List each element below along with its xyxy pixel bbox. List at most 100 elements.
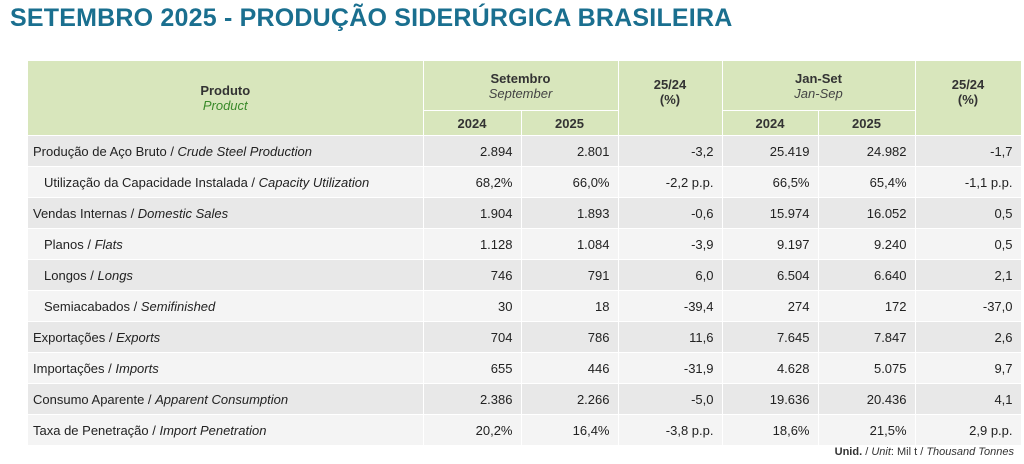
row-label-pt: Utilização da Capacidade Instalada / [44,174,259,190]
row-label-en: Import Penetration [159,422,267,438]
month-header-pt: Setembro [490,70,551,86]
ytd-2024-value: 25.419 [722,135,819,167]
ytd-variation-value: 2,6 [915,321,1022,353]
row-label-en: Imports [115,360,159,376]
month-2025-value: 66,0% [521,166,619,198]
row-label-pt: Importações / [33,360,116,376]
ytd-2025-value: 5.075 [818,352,916,384]
footnote-sep: / [862,446,872,458]
ytd-variation-label: 25/24 [951,77,985,92]
month-variation-value: -5,0 [618,383,723,415]
month-variation-value: 6,0 [618,259,723,291]
month-header-en: September [488,85,553,101]
ytd-variation-header: 25/24 (%) [915,61,1022,136]
product-header-en: Product [202,98,248,113]
row-label-pt: Exportações / [33,329,117,345]
month-2024-value: 68,2% [423,166,522,198]
footnote-tonnes: Thousand Tonnes [926,446,1014,458]
row-label: Semiacabados / Semifinished [28,290,424,322]
month-2024-value: 1.904 [423,197,522,229]
row-label-pt: Consumo Aparente / [33,391,156,407]
row-label-en: Domestic Sales [137,205,229,221]
row-label: Consumo Aparente / Apparent Consumption [28,383,424,415]
month-variation-unit: (%) [659,92,681,107]
ytd-variation-value: 0,5 [915,228,1022,260]
ytd-year-prev: 2024 [722,110,819,136]
table-row: Importações / Imports 655 446 -31,9 4.62… [28,352,1022,384]
unit-footnote: Unid. / Unit: Mil t / Thousand Tonnes [835,446,1014,458]
row-label: Vendas Internas / Domestic Sales [28,197,424,229]
month-2025-value: 1.893 [521,197,619,229]
month-2025-value: 18 [521,290,619,322]
row-label-pt: Longos / [44,267,98,283]
month-year-prev: 2024 [423,110,522,136]
ytd-2025-value: 16.052 [818,197,916,229]
ytd-variation-value: 2,9 p.p. [915,414,1022,445]
month-2024-value: 704 [423,321,522,353]
ytd-2025-value: 24.982 [818,135,916,167]
row-label-en: Exports [116,329,161,345]
month-variation-value: -3,8 p.p. [618,414,723,445]
row-label-en: Longs [97,267,133,283]
month-year-curr: 2025 [521,110,619,136]
row-label-en: Capacity Utilization [258,174,370,190]
month-variation-value: -3,2 [618,135,723,167]
ytd-header-pt: Jan-Set [795,70,842,86]
ytd-2025-value: 7.847 [818,321,916,353]
steel-production-table: Produto Product Setembro September 25/24… [28,61,1022,445]
month-2024-value: 20,2% [423,414,522,445]
month-2024-value: 30 [423,290,522,322]
table-row: Exportações / Exports 704 786 11,6 7.645… [28,321,1022,353]
ytd-variation-value: 4,1 [915,383,1022,415]
table-row: Planos / Flats 1.128 1.084 -3,9 9.197 9.… [28,228,1022,260]
row-label-pt: Produção de Aço Bruto / [33,143,178,159]
row-label-en: Apparent Consumption [155,391,289,407]
month-variation-value: 11,6 [618,321,723,353]
ytd-variation-value: 0,5 [915,197,1022,229]
row-label-pt: Vendas Internas / [33,205,138,221]
ytd-2024-value: 274 [722,290,819,322]
row-label: Exportações / Exports [28,321,424,353]
month-variation-header: 25/24 (%) [618,61,723,136]
month-2025-value: 2.801 [521,135,619,167]
ytd-2024-value: 7.645 [722,321,819,353]
month-variation-label: 25/24 [653,77,687,92]
month-2025-value: 791 [521,259,619,291]
footnote-unit: Unit [871,446,891,458]
month-header: Setembro September [423,61,619,111]
ytd-2025-value: 9.240 [818,228,916,260]
table-row: Taxa de Penetração / Import Penetration … [28,414,1022,445]
ytd-variation-value: 2,1 [915,259,1022,291]
table-row: Longos / Longs 746 791 6,0 6.504 6.640 2… [28,259,1022,291]
table-row: Utilização da Capacidade Instalada / Cap… [28,166,1022,198]
ytd-2025-value: 65,4% [818,166,916,198]
table-row: Semiacabados / Semifinished 30 18 -39,4 … [28,290,1022,322]
ytd-2024-value: 9.197 [722,228,819,260]
ytd-2025-value: 172 [818,290,916,322]
row-label-en: Semifinished [140,298,216,314]
month-variation-value: -39,4 [618,290,723,322]
row-label: Planos / Flats [28,228,424,260]
month-variation-value: -3,9 [618,228,723,260]
month-2025-value: 786 [521,321,619,353]
ytd-variation-value: -1,7 [915,135,1022,167]
month-variation-value: -31,9 [618,352,723,384]
month-2024-value: 1.128 [423,228,522,260]
row-label-en: Crude Steel Production [177,143,312,159]
row-label: Importações / Imports [28,352,424,384]
ytd-2025-value: 21,5% [818,414,916,445]
footnote-value: : Mil t / [890,446,927,458]
ytd-2024-value: 6.504 [722,259,819,291]
row-label: Utilização da Capacidade Instalada / Cap… [28,166,424,198]
month-variation-value: -0,6 [618,197,723,229]
ytd-year-curr: 2025 [818,110,916,136]
month-2024-value: 655 [423,352,522,384]
ytd-variation-value: -1,1 p.p. [915,166,1022,198]
ytd-2025-value: 6.640 [818,259,916,291]
ytd-2024-value: 18,6% [722,414,819,445]
table-row: Vendas Internas / Domestic Sales 1.904 1… [28,197,1022,229]
footnote-unid: Unid. [834,446,863,458]
ytd-2024-value: 19.636 [722,383,819,415]
month-2025-value: 446 [521,352,619,384]
month-variation-value: -2,2 p.p. [618,166,723,198]
